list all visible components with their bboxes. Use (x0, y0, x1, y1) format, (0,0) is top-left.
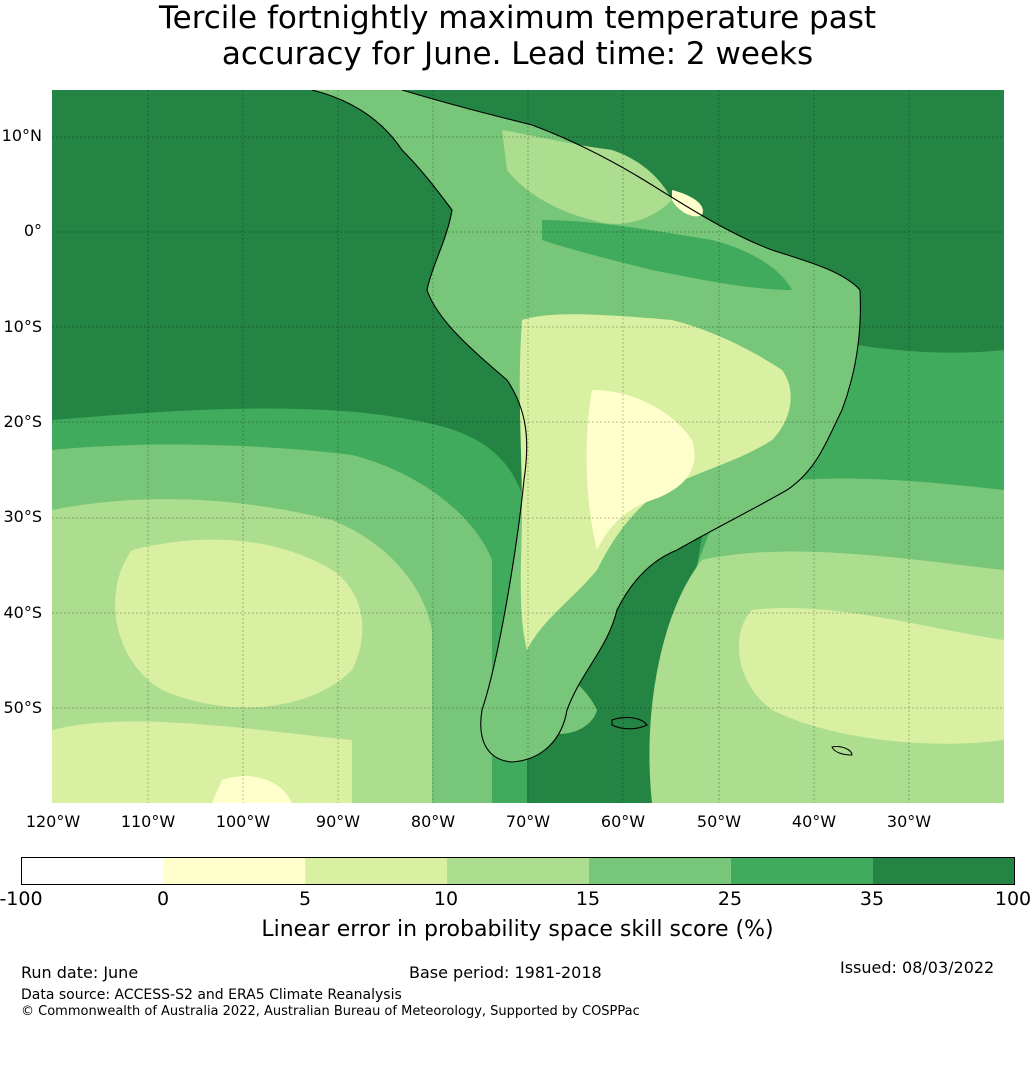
guiana-spot (672, 190, 703, 217)
title-line-2: accuracy for June. Lead time: 2 weeks (221, 36, 814, 72)
patagonia-25 (521, 667, 597, 734)
cb-tick-neg100: -100 (0, 888, 43, 910)
run-date: Run date: June (21, 963, 139, 982)
lat-label-20s: 20°S (3, 412, 42, 431)
colorbar-segment (588, 857, 731, 885)
lon-label-50w: 50°W (696, 812, 742, 831)
central-low-skill (586, 390, 695, 550)
colorbar-segments (21, 857, 1015, 885)
lon-label-110w: 110°W (120, 812, 176, 831)
lon-label-70w: 70°W (505, 812, 551, 831)
issued-date: Issued: 08/03/2022 (840, 958, 995, 977)
cb-tick-100: 100 (994, 888, 1032, 910)
region-10 (115, 539, 363, 708)
graticule (52, 90, 1004, 803)
lon-label-80w: 80°W (410, 812, 456, 831)
coastline (311, 90, 861, 763)
region-5 (212, 776, 292, 803)
data-source: Data source: ACCESS-S2 and ERA5 Climate … (21, 987, 402, 1003)
south-georgia-outline (831, 746, 853, 756)
colorbar-title: Linear error in probability space skill … (261, 917, 774, 942)
colorbar (21, 857, 1015, 885)
lon-label-90w: 90°W (315, 812, 361, 831)
lat-label-50s: 50°S (3, 698, 42, 717)
lat-label-10n: 10°N (1, 126, 42, 145)
atlantic-10 (738, 607, 1004, 744)
skill-map (52, 90, 1004, 803)
cb-tick-15: 15 (575, 888, 601, 910)
lat-label-40s: 40°S (3, 603, 42, 622)
cb-tick-35: 35 (859, 888, 885, 910)
colorbar-border (21, 857, 1015, 885)
title-line-1: Tercile fortnightly maximum temperature … (158, 0, 877, 36)
lon-label-60w: 60°W (600, 812, 646, 831)
base-period: Base period: 1981-2018 (409, 963, 602, 982)
region-10-south (52, 721, 352, 803)
lat-label-10s: 10°S (3, 317, 42, 336)
cb-tick-0: 0 (156, 888, 170, 910)
copyright: © Commonwealth of Australia 2022, Austra… (21, 1004, 640, 1019)
colorbar-segment (305, 857, 448, 885)
colorbar-segment (163, 857, 306, 885)
falklands-outline (611, 716, 648, 730)
lat-label-30s: 30°S (3, 507, 42, 526)
cb-tick-5: 5 (298, 888, 312, 910)
cb-tick-25: 25 (717, 888, 743, 910)
colorbar-segment (447, 857, 589, 885)
colorbar-segment (21, 857, 164, 885)
amazon-35 (542, 220, 792, 290)
northern-band (502, 130, 672, 224)
cb-tick-10: 10 (433, 888, 459, 910)
colorbar-segment (730, 857, 873, 885)
lon-label-120w: 120°W (25, 812, 81, 831)
lon-label-30w: 30°W (886, 812, 932, 831)
chart-title: Tercile fortnightly maximum temperature … (0, 0, 1035, 72)
lat-label-0: 0° (23, 221, 42, 240)
colorbar-segment (872, 857, 1015, 885)
lon-label-40w: 40°W (791, 812, 837, 831)
lon-label-100w: 100°W (215, 812, 271, 831)
map-svg (52, 90, 1004, 803)
